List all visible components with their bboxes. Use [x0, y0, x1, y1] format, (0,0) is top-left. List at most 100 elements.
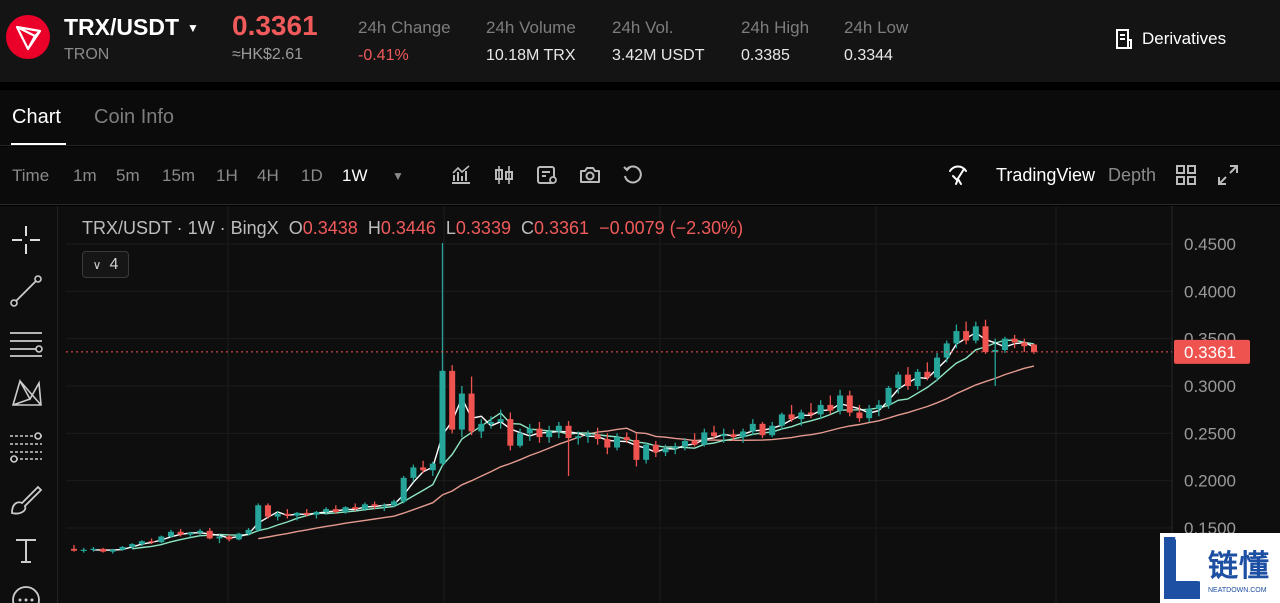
- stat-value: 3.42M USDT: [612, 47, 705, 64]
- legend-open: 0.3438: [302, 218, 358, 238]
- tradingview-logo-icon: [949, 165, 967, 185]
- crosshair-icon[interactable]: [8, 222, 44, 258]
- candle-body: [429, 463, 436, 471]
- fullscreen-icon[interactable]: [1216, 163, 1240, 187]
- tron-logo-icon: [6, 15, 50, 59]
- legend-change: −0.0079 (−2.30%): [599, 218, 744, 238]
- stat-24h-vol-usdt: 24h Vol. 3.42M USDT: [612, 18, 704, 65]
- interval-dropdown-icon[interactable]: ▼: [392, 169, 404, 183]
- derivatives-button[interactable]: Derivatives: [1114, 28, 1226, 50]
- candle-body: [807, 412, 814, 415]
- y-tick-label: 0.4500: [1184, 235, 1236, 254]
- view-tabs: Chart Coin Info: [0, 90, 1280, 146]
- candle-body: [381, 505, 388, 507]
- chart-settings-icon[interactable]: [535, 163, 559, 187]
- stat-24h-high: 24h High 0.3385: [741, 18, 809, 65]
- candle-body: [885, 387, 892, 405]
- candle-body: [972, 326, 979, 341]
- y-tick-label: 0.4000: [1184, 282, 1236, 301]
- candle-type-icon[interactable]: [492, 163, 516, 187]
- interval-4h[interactable]: 4H: [257, 166, 279, 185]
- fibonacci-icon[interactable]: [8, 428, 44, 464]
- candle-body: [323, 509, 330, 512]
- stat-label: 24h Volume: [486, 18, 576, 37]
- interval-5m[interactable]: 5m: [116, 166, 140, 185]
- last-price: 0.3361: [232, 10, 318, 41]
- candle-body: [710, 432, 718, 437]
- candle-body: [487, 421, 494, 424]
- interval-1m[interactable]: 1m: [73, 166, 97, 185]
- interval-1h[interactable]: 1H: [216, 166, 238, 185]
- candle-body: [555, 425, 562, 432]
- depth-tab[interactable]: Depth: [1108, 165, 1157, 185]
- network-label: TRON: [64, 46, 110, 63]
- candle-body: [371, 504, 378, 507]
- stat-label: 24h Change: [358, 18, 451, 37]
- candle-body: [1001, 338, 1008, 351]
- candle-body: [817, 404, 824, 415]
- candle-body: [856, 412, 863, 419]
- fiat-price: ≈HK$2.61: [232, 46, 304, 63]
- candle-body: [255, 505, 262, 530]
- candle-body: [652, 444, 659, 453]
- candle-body: [924, 371, 931, 378]
- candle-body: [517, 433, 524, 446]
- indicators-icon[interactable]: [449, 163, 473, 187]
- candle-body: [303, 512, 310, 515]
- legend-close-key: C: [520, 218, 534, 238]
- pair-selector[interactable]: TRX/USDT ▼: [64, 14, 199, 41]
- trend-line-icon[interactable]: [8, 273, 44, 309]
- candle-body: [352, 507, 359, 510]
- last-price-tag: [1174, 339, 1250, 364]
- legend-high-key: H: [367, 218, 381, 238]
- ohlc-legend: TRX/USDT · 1W · BingX O0.3438 H0.3446 L0…: [82, 218, 743, 239]
- candle-body: [982, 326, 989, 352]
- candle-body: [284, 513, 291, 516]
- interval-15m[interactable]: 15m: [162, 166, 196, 185]
- candle-body: [478, 423, 485, 432]
- chart-area: 0.4500 0.4000 0.3500 0.3000 0.2500 0.2000 0.15…: [0, 206, 1280, 603]
- watermark-text: 链懂: [1208, 550, 1270, 583]
- indicator-toggle-button[interactable]: ∨ 4: [82, 251, 129, 278]
- candle-body: [390, 501, 398, 506]
- stat-24h-change: 24h Change -0.41%: [358, 18, 451, 65]
- price-chart[interactable]: 0.45000.40000.35000.30000.25000.20000.15…: [0, 206, 1280, 603]
- stat-24h-low: 24h Low 0.3344: [844, 18, 908, 65]
- candle-body: [226, 536, 233, 540]
- camera-icon[interactable]: [578, 163, 602, 187]
- candle-body: [536, 428, 543, 438]
- stat-label: 24h Low: [844, 18, 909, 37]
- interval-time[interactable]: Time: [12, 166, 50, 185]
- tab-coin-info[interactable]: Coin Info: [94, 106, 175, 128]
- candle-body: [778, 414, 785, 426]
- brush-icon[interactable]: [8, 481, 44, 517]
- candle-body: [274, 513, 281, 517]
- stat-24h-volume: 24h Volume 10.18M TRX: [486, 18, 576, 65]
- parallel-lines-icon[interactable]: [8, 324, 44, 360]
- candle-body: [197, 530, 204, 533]
- candle-body: [332, 509, 339, 512]
- interval-1d[interactable]: 1D: [301, 166, 323, 185]
- ma-slow-line: [258, 365, 1035, 540]
- legend-open-key: O: [288, 218, 303, 238]
- candle-body: [177, 531, 184, 535]
- candle-body: [119, 546, 126, 550]
- candle-body: [594, 434, 601, 440]
- document-icon: [1116, 29, 1132, 49]
- candle-body: [681, 440, 688, 447]
- candle-body: [148, 541, 155, 543]
- reset-icon[interactable]: [621, 163, 645, 187]
- tab-chart[interactable]: Chart: [12, 106, 61, 128]
- tradingview-tab[interactable]: TradingView: [996, 165, 1096, 185]
- candle-body: [614, 437, 621, 448]
- pattern-icon[interactable]: [8, 375, 44, 411]
- candle-body: [837, 395, 844, 411]
- text-tool-icon[interactable]: [8, 532, 44, 568]
- interval-1w[interactable]: 1W: [342, 166, 368, 185]
- layout-grid-icon[interactable]: [1174, 163, 1198, 187]
- candle-body: [313, 511, 320, 515]
- candle-body: [206, 530, 213, 539]
- more-tools-icon[interactable]: [8, 578, 44, 603]
- legend-low-key: L: [445, 218, 456, 238]
- candle-body: [468, 393, 475, 432]
